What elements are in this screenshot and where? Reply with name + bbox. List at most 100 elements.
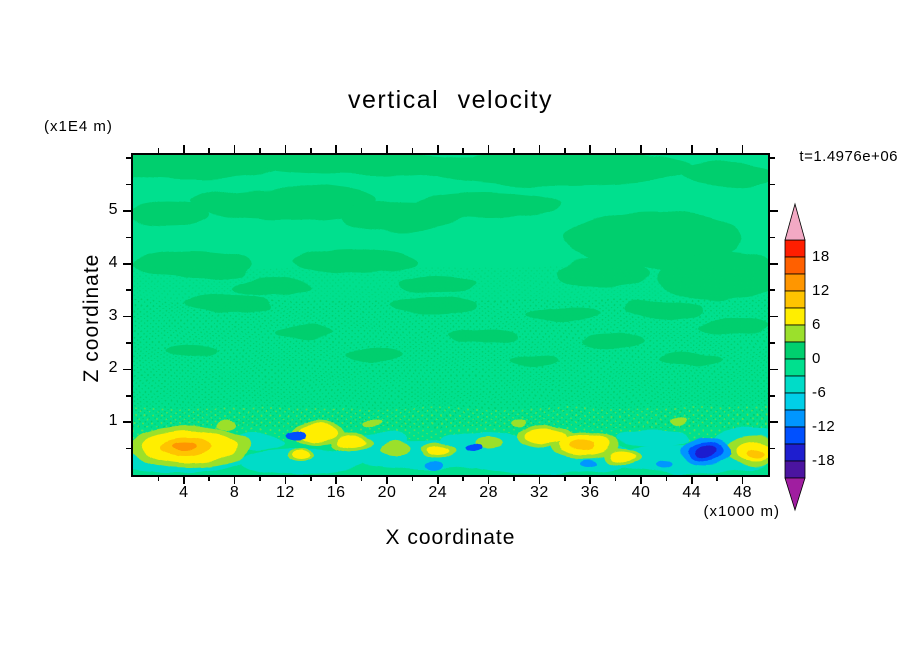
x-minor-tick-top [462, 148, 464, 153]
x-minor-tick-bottom [411, 477, 414, 481]
y-minor-tick-right [770, 157, 775, 159]
y-minor-tick-right [770, 447, 775, 450]
y-major-tick-right [770, 421, 778, 423]
x-minor-tick-top [310, 148, 312, 153]
x-tick-label: 32 [529, 484, 549, 501]
updraft-core-strong [172, 443, 194, 451]
updraft-yellow [610, 451, 636, 463]
contour-patch [133, 155, 288, 181]
y-minor-tick-left [126, 183, 131, 186]
contour-patch [413, 192, 557, 218]
light-blue-spots [580, 459, 596, 467]
colorbar-tick-label: 6 [812, 316, 821, 333]
y-tick-label: 5 [108, 200, 118, 218]
colorbar-segment [784, 426, 806, 445]
y-minor-tick-right [770, 236, 775, 239]
updraft-yellow [298, 424, 338, 442]
x-major-tick-top [538, 145, 541, 153]
chart-title: vertical velocity [348, 86, 553, 114]
x-major-tick-bottom [538, 477, 541, 484]
x-minor-tick-top [614, 148, 617, 153]
updraft-yellow [337, 435, 367, 449]
x-major-tick-bottom [233, 477, 236, 484]
colorbar-under-arrow [784, 477, 806, 512]
x-major-tick-top [589, 145, 591, 153]
x-tick-label: 4 [179, 484, 189, 501]
light-blue-spots [655, 462, 671, 470]
updraft-yellow [427, 445, 449, 455]
x-minor-tick-top [665, 148, 668, 153]
time-annotation: t=1.4976e+06 [799, 148, 898, 165]
plot-frame [131, 153, 770, 477]
colorbar-segment [784, 375, 806, 394]
y-minor-tick-right [770, 289, 775, 291]
colorbar-tick-label: -12 [812, 418, 836, 435]
x-minor-tick-bottom [716, 477, 718, 481]
colorbar [784, 202, 806, 512]
colorbar-segment [784, 392, 806, 411]
updraft-core [570, 441, 594, 451]
x-major-tick-bottom [335, 477, 337, 484]
x-minor-tick-top [208, 148, 210, 153]
updraft-yellow [290, 450, 310, 460]
colorbar-tick-label: 18 [812, 248, 830, 265]
y-minor-tick-right [770, 395, 775, 397]
colorbar-segment [784, 443, 806, 462]
x-axis-units-label: (x1000 m) [703, 503, 780, 520]
x-minor-tick-bottom [360, 477, 363, 481]
x-major-tick-top [233, 145, 236, 153]
y-minor-tick-left [126, 236, 131, 239]
x-minor-tick-top [157, 148, 160, 153]
colorbar-segment [784, 307, 806, 326]
y-major-tick-left [123, 421, 131, 423]
x-minor-tick-bottom [614, 477, 617, 481]
y-major-tick-right [770, 368, 778, 371]
y-major-tick-right [770, 210, 778, 212]
x-minor-tick-top [259, 148, 261, 153]
colorbar-tick-label: 12 [812, 282, 830, 299]
x-major-tick-bottom [741, 477, 744, 484]
x-minor-tick-bottom [513, 477, 515, 481]
x-major-tick-top [183, 145, 185, 153]
updraft-outer-ring [669, 417, 687, 425]
x-major-tick-bottom [589, 477, 591, 484]
x-minor-tick-bottom [665, 477, 668, 481]
x-minor-tick-bottom [564, 477, 566, 481]
y-minor-tick-right [770, 342, 775, 344]
colorbar-segment [784, 273, 806, 292]
x-major-tick-top [335, 145, 337, 153]
contour-patch [433, 155, 693, 186]
colorbar-segment [784, 256, 806, 275]
x-major-tick-top [284, 145, 287, 153]
boundary-layer-features [133, 417, 768, 474]
contour-patch [133, 203, 209, 227]
x-major-tick-bottom [437, 477, 439, 484]
x-major-tick-top [437, 145, 439, 153]
y-minor-tick-left [126, 157, 131, 159]
contour-patch [253, 155, 483, 176]
x-major-tick-top [640, 145, 642, 153]
x-tick-label: 24 [428, 484, 448, 501]
colorbar-over-arrow [784, 202, 806, 241]
updraft-outer-ring [475, 436, 501, 448]
x-major-tick-bottom [386, 477, 388, 484]
y-tick-label: 1 [108, 412, 118, 430]
x-minor-tick-bottom [462, 477, 464, 481]
x-major-tick-bottom [284, 477, 287, 484]
y-major-tick-left [123, 368, 131, 371]
x-tick-label: 12 [275, 484, 295, 501]
x-major-tick-top [741, 145, 744, 153]
downdraft-blue [464, 443, 482, 451]
x-major-tick-bottom [487, 477, 490, 484]
x-major-tick-top [487, 145, 490, 153]
updraft-outer-ring [380, 441, 410, 455]
x-minor-tick-top [564, 148, 566, 153]
downdraft-core [694, 445, 716, 459]
updraft-outer-ring [364, 419, 382, 427]
x-minor-tick-bottom [157, 477, 160, 481]
colorbar-tick-label: 0 [812, 350, 821, 367]
x-minor-tick-top [716, 148, 718, 153]
y-tick-label: 2 [108, 359, 118, 377]
updraft-outer-ring [218, 420, 238, 430]
